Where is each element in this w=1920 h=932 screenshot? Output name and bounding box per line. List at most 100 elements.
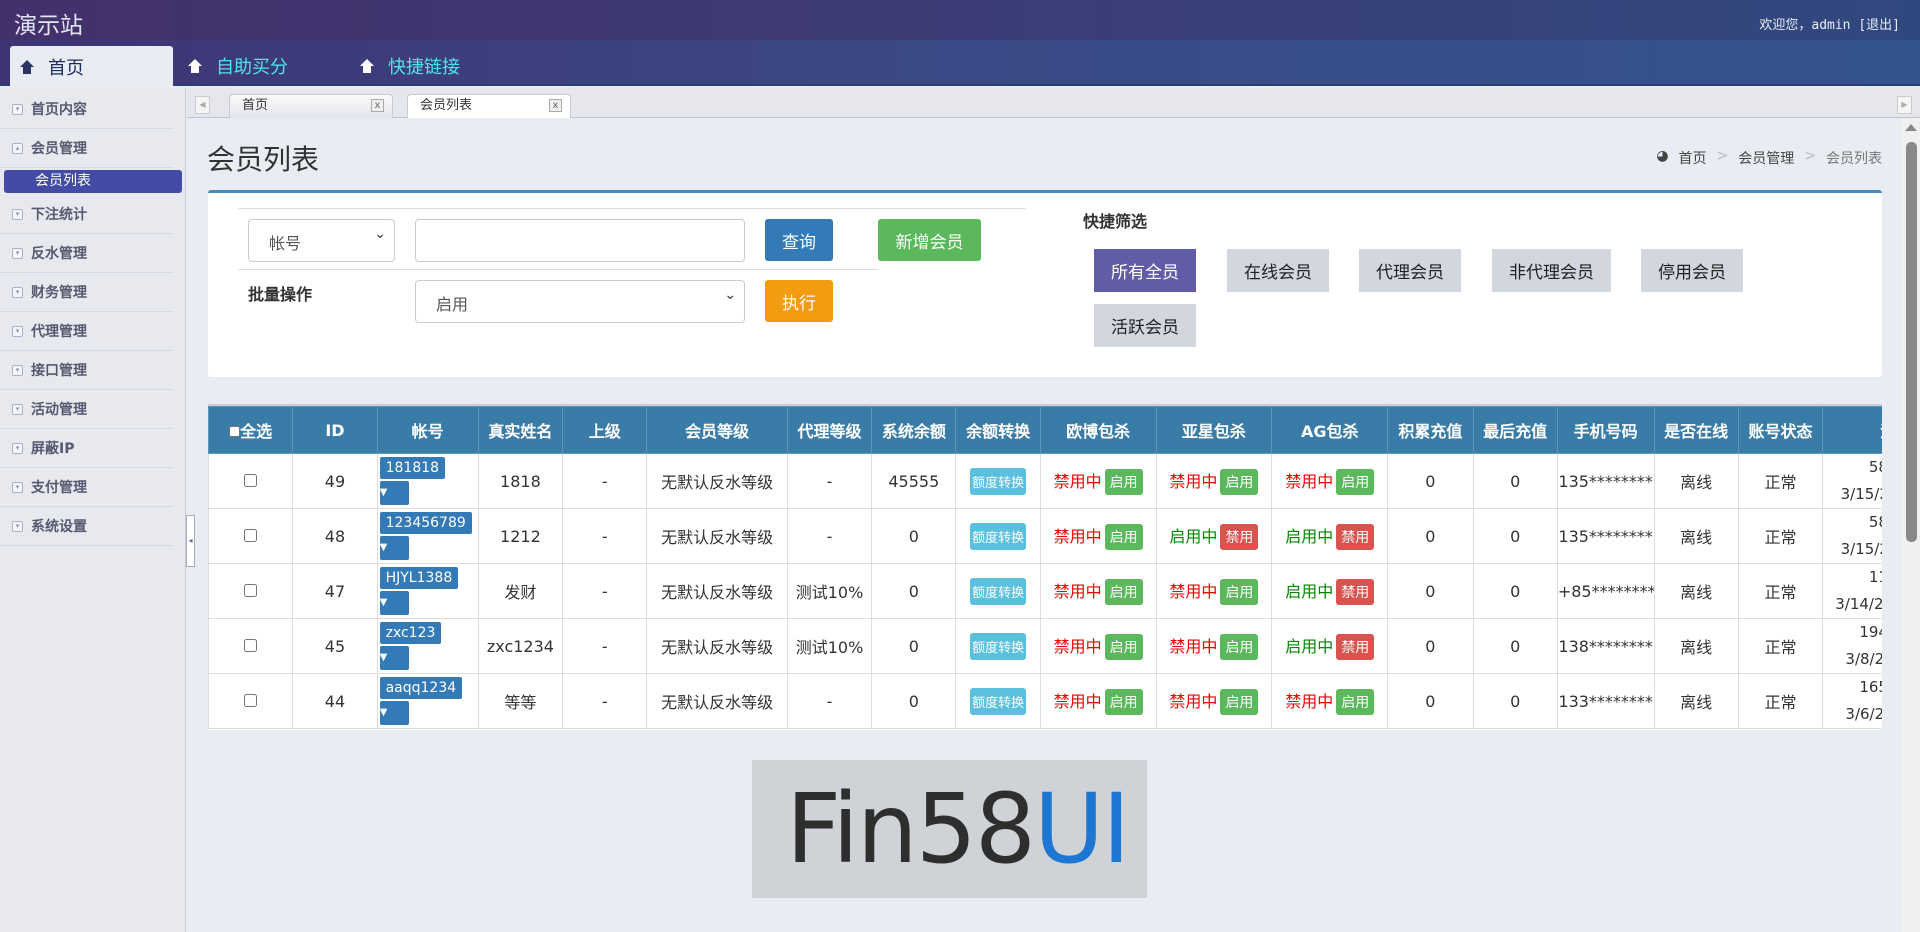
sidebar-item-finance[interactable]: ▾ 财务管理	[0, 273, 173, 312]
row-checkbox[interactable]	[244, 528, 258, 542]
transfer-button[interactable]: 额度转换	[970, 687, 1027, 715]
search-input[interactable]	[415, 219, 745, 262]
account-cell: 123456789 ▼	[376, 508, 479, 564]
row-checkbox[interactable]	[244, 693, 258, 707]
filter-agent-members[interactable]: 代理会员	[1359, 249, 1461, 292]
enable-button[interactable]: 启用	[1104, 578, 1143, 605]
transfer-button[interactable]: 额度转换	[970, 577, 1027, 605]
account-button[interactable]: zxc123	[379, 622, 442, 644]
level-cell: 无默认反水等级	[646, 618, 788, 674]
sidebar-item-bet-stats[interactable]: ▾ 下注统计	[0, 195, 173, 234]
select-all-checkbox[interactable]	[229, 426, 241, 437]
search-panel: 帐号 查询 新增会员 批量操作 启用 执行 快捷筛选 所有全员 在线会员 代理会…	[208, 190, 1882, 377]
transfer-button[interactable]: 额度转换	[970, 467, 1027, 495]
breadcrumb-home[interactable]: 首页	[1678, 151, 1707, 167]
batch-action-select[interactable]: 启用	[415, 280, 745, 323]
transfer-button[interactable]: 额度转换	[970, 522, 1027, 550]
nav-home[interactable]: 首页	[10, 46, 173, 88]
tab-label: 首页	[242, 98, 269, 113]
enable-button[interactable]: 启用	[1220, 468, 1259, 495]
enable-button[interactable]: 启用	[1104, 523, 1143, 550]
close-icon[interactable]: x	[549, 99, 562, 112]
filter-all-members[interactable]: 所有全员	[1094, 249, 1196, 292]
sidebar-item-member-management[interactable]: ▴ 会员管理	[0, 129, 173, 168]
sidebar: ▾ 首页内容 ▴ 会员管理 会员列表 ▾ 下注统计 ▾ 反水管理 ▾ 财务管理 ▾ 代理管理…	[0, 88, 186, 932]
column-header: 代理等级	[786, 406, 873, 454]
ip-text: 58.152.22.112	[1868, 458, 1882, 476]
balance-cell: 45555	[871, 453, 957, 509]
add-member-button[interactable]: 新增会员	[878, 219, 981, 261]
filter-disabled-members[interactable]: 停用会员	[1641, 249, 1743, 292]
nav-quick-links[interactable]: 快捷链接	[360, 46, 460, 86]
account-button[interactable]: 123456789	[379, 512, 472, 534]
row-checkbox[interactable]	[244, 638, 258, 652]
account-dropdown-button[interactable]: ▼	[379, 591, 409, 615]
account-button[interactable]: HJYL1388	[379, 567, 459, 589]
watermark-overlay: Fin58UI	[752, 760, 1147, 898]
sidebar-item-settings[interactable]: ▾ 系统设置	[0, 507, 173, 546]
close-icon[interactable]: x	[371, 99, 384, 112]
account-dropdown-button[interactable]: ▼	[379, 536, 409, 560]
tab-scroll-left[interactable]: ◀	[195, 96, 210, 114]
execute-button[interactable]: 执行	[765, 280, 833, 322]
disable-button[interactable]: 禁用	[1220, 523, 1259, 550]
enable-button[interactable]: 启用	[1336, 688, 1375, 715]
filter-online-members[interactable]: 在线会员	[1227, 249, 1329, 292]
enable-button[interactable]: 启用	[1336, 468, 1375, 495]
tab-home[interactable]: 首页 x	[229, 94, 393, 118]
sidebar-item-agent[interactable]: ▾ 代理管理	[0, 312, 173, 351]
sidebar-collapse-handle[interactable]: ◂	[186, 515, 195, 567]
vertical-scrollbar[interactable]	[1902, 118, 1920, 932]
column-header: 余额转换	[955, 406, 1041, 454]
id-cell: 47	[292, 563, 378, 619]
state-cell: 正常	[1737, 673, 1824, 729]
total-deposit-cell: 0	[1387, 508, 1474, 564]
enable-button[interactable]: 启用	[1220, 688, 1259, 715]
sidebar-item-api[interactable]: ▾ 接口管理	[0, 351, 173, 390]
search-field-select[interactable]: 帐号	[248, 219, 395, 262]
sidebar-item-payment[interactable]: ▾ 支付管理	[0, 468, 173, 507]
column-header: 系统余额	[871, 406, 957, 454]
tab-scroll-right[interactable]: ▶	[1897, 96, 1912, 114]
scroll-thumb[interactable]	[1906, 142, 1917, 542]
query-button[interactable]: 查询	[765, 219, 833, 261]
scroll-up-icon[interactable]	[1905, 124, 1917, 131]
enable-button[interactable]: 启用	[1220, 633, 1259, 660]
row-checkbox[interactable]	[244, 473, 258, 487]
nav-self-buy[interactable]: 自助买分	[188, 46, 288, 86]
sidebar-item-activity[interactable]: ▾ 活动管理	[0, 390, 173, 429]
account-button[interactable]: 181818	[379, 457, 446, 479]
disable-button[interactable]: 禁用	[1336, 578, 1375, 605]
welcome-logout-link[interactable]: 欢迎您，admin [退出]	[1759, 18, 1900, 33]
transfer-button[interactable]: 额度转换	[970, 632, 1027, 660]
sidebar-item-rebate[interactable]: ▾ 反水管理	[0, 234, 173, 273]
enable-button[interactable]: 启用	[1104, 688, 1143, 715]
breadcrumb-current: 会员列表	[1826, 151, 1882, 167]
sidebar-item-home-content[interactable]: ▾ 首页内容	[0, 90, 173, 129]
row-checkbox[interactable]	[244, 583, 258, 597]
status-text: 禁用中	[1285, 691, 1334, 711]
disable-button[interactable]: 禁用	[1336, 523, 1375, 550]
tab-member-list[interactable]: 会员列表 x	[407, 94, 571, 118]
enable-button[interactable]: 启用	[1220, 578, 1259, 605]
select-all-header[interactable]: 全选	[208, 406, 294, 454]
account-dropdown-button[interactable]: ▼	[379, 701, 409, 725]
account-dropdown-button[interactable]: ▼	[379, 481, 409, 505]
yx-kill-cell: 禁用中 启用	[1155, 563, 1273, 619]
sidebar-item-member-list[interactable]: 会员列表	[4, 170, 182, 193]
filter-active-members[interactable]: 活跃会员	[1094, 304, 1196, 347]
enable-button[interactable]: 启用	[1104, 633, 1143, 660]
enable-button[interactable]: 启用	[1104, 468, 1143, 495]
sidebar-item-block-ip[interactable]: ▾ 屏蔽IP	[0, 429, 173, 468]
account-button[interactable]: aaqq1234	[379, 677, 463, 699]
status-text: 禁用中	[1169, 636, 1218, 656]
filter-non-agent-members[interactable]: 非代理会员	[1492, 249, 1611, 292]
agent-level-cell: -	[786, 453, 873, 509]
home-icon	[20, 60, 34, 74]
disable-button[interactable]: 禁用	[1336, 633, 1375, 660]
breadcrumb-member-management[interactable]: 会员管理	[1738, 151, 1795, 167]
column-header: 是否在线	[1653, 406, 1739, 454]
status-text: 启用中	[1285, 581, 1334, 601]
account-dropdown-button[interactable]: ▼	[379, 646, 409, 670]
phone-cell: 133********	[1556, 673, 1655, 729]
